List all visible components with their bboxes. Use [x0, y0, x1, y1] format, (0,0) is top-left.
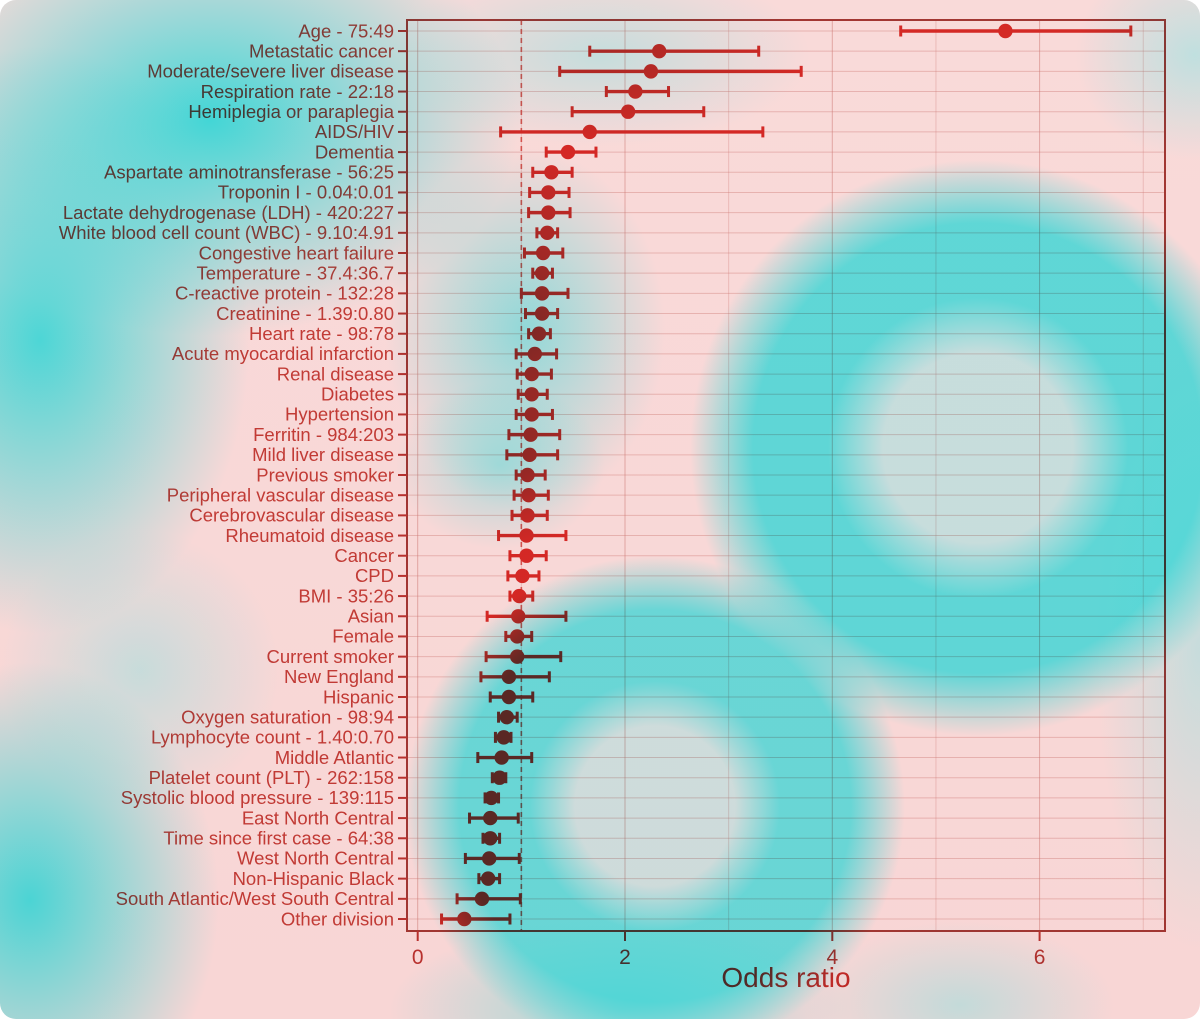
row-label: Troponin I - 0.04:0.01	[218, 182, 394, 203]
row-label: Age - 75:49	[298, 20, 394, 41]
x-tick-label: 0	[412, 946, 424, 969]
row-label: Other division	[281, 908, 394, 929]
row-label: Middle Atlantic	[275, 747, 394, 768]
or-point	[496, 730, 511, 745]
row-label: Dementia	[315, 141, 395, 162]
or-point	[521, 487, 536, 503]
or-point	[522, 447, 537, 463]
row-label: East North Central	[242, 807, 394, 828]
row-label: C-reactive protein - 132:28	[175, 283, 394, 304]
or-point	[501, 689, 517, 705]
row-label: Female	[332, 626, 394, 647]
row-label: CPD	[355, 565, 394, 586]
or-point	[484, 790, 499, 806]
row-label: Aspartate aminotransferase - 56:25	[104, 162, 394, 183]
or-point	[480, 871, 496, 886]
row-label: Rheumatoid disease	[225, 525, 394, 546]
or-point	[524, 366, 539, 382]
row-label: Systolic blood pressure - 139:115	[121, 787, 394, 808]
or-point	[534, 265, 550, 281]
or-point	[494, 750, 509, 765]
row-label: Cancer	[334, 545, 394, 566]
row-label: Previous smoker	[256, 464, 394, 485]
or-point	[535, 245, 551, 261]
row-label: Peripheral vascular disease	[167, 484, 394, 505]
row-label: Lactate dehydrogenase (LDH) - 420:227	[63, 202, 394, 223]
x-tick-label: 2	[619, 946, 631, 969]
row-label: Cerebrovascular disease	[189, 505, 394, 526]
or-point	[512, 588, 527, 604]
row-label: Temperature - 37.4:36.7	[197, 262, 394, 283]
or-point	[541, 185, 556, 200]
or-point	[483, 831, 498, 846]
or-point	[524, 407, 539, 422]
row-label: Current smoker	[267, 646, 394, 667]
or-point	[527, 346, 543, 362]
or-point	[540, 225, 555, 241]
row-label: Hypertension	[285, 404, 394, 425]
row-label: AIDS/HIV	[315, 121, 395, 142]
row-label: Time since first case - 64:38	[163, 828, 394, 849]
or-point	[520, 467, 535, 483]
row-label: Mild liver disease	[252, 444, 394, 465]
or-point	[541, 205, 556, 220]
row-label: White blood cell count (WBC) - 9.10:4.91	[59, 222, 394, 243]
x-axis-title: Odds ratio	[721, 962, 851, 993]
or-point	[628, 84, 643, 99]
row-label: Asian	[348, 606, 394, 627]
row-label: Lymphocyte count - 1.40:0.70	[151, 727, 394, 748]
row-label: Heart rate - 98:78	[249, 323, 394, 344]
or-point	[560, 144, 576, 160]
or-point	[511, 609, 526, 624]
or-point	[534, 306, 550, 321]
or-point	[531, 326, 547, 341]
or-point	[515, 568, 530, 584]
or-point	[474, 891, 490, 907]
row-label: Platelet count (PLT) - 262:158	[149, 767, 394, 788]
or-point	[501, 669, 517, 685]
or-point	[544, 165, 559, 180]
row-label: Ferritin - 984:203	[253, 424, 394, 445]
x-tick-label: 6	[1034, 946, 1046, 969]
row-label: Respiration rate - 22:18	[201, 81, 394, 102]
row-label: Hemiplegia or paraplegia	[188, 101, 394, 122]
x-tick-label: 4	[826, 946, 838, 969]
or-point	[483, 810, 498, 826]
row-label: Renal disease	[277, 363, 394, 384]
row-label: South Atlantic/West South Central	[116, 888, 394, 909]
or-point	[643, 64, 659, 79]
or-point	[520, 508, 535, 523]
row-label: Moderate/severe liver disease	[147, 61, 394, 82]
row-label: Congestive heart failure	[199, 242, 394, 263]
or-point	[652, 43, 667, 59]
or-point	[998, 23, 1013, 39]
row-label: Non-Hispanic Black	[233, 868, 395, 889]
or-point	[499, 709, 515, 725]
row-label: Metastatic cancer	[249, 40, 394, 61]
or-point	[582, 124, 597, 140]
or-point	[457, 911, 472, 927]
or-point	[524, 387, 539, 402]
or-point	[492, 770, 507, 785]
or-point	[519, 548, 534, 563]
or-point	[620, 104, 636, 119]
row-label: New England	[284, 666, 394, 687]
or-point	[510, 649, 525, 664]
or-point	[523, 427, 538, 442]
row-label: Oxygen saturation - 98:94	[181, 706, 394, 727]
or-point	[482, 851, 497, 866]
or-point	[534, 286, 550, 301]
row-label: Hispanic	[323, 686, 394, 707]
row-label: Diabetes	[321, 384, 394, 405]
row-label: BMI - 35:26	[298, 585, 394, 606]
row-label: Creatinine - 1.39:0.80	[216, 303, 394, 324]
or-point	[519, 528, 534, 543]
row-label: Acute myocardial infarction	[172, 343, 394, 364]
row-label: West North Central	[237, 848, 394, 869]
or-point	[510, 629, 525, 644]
